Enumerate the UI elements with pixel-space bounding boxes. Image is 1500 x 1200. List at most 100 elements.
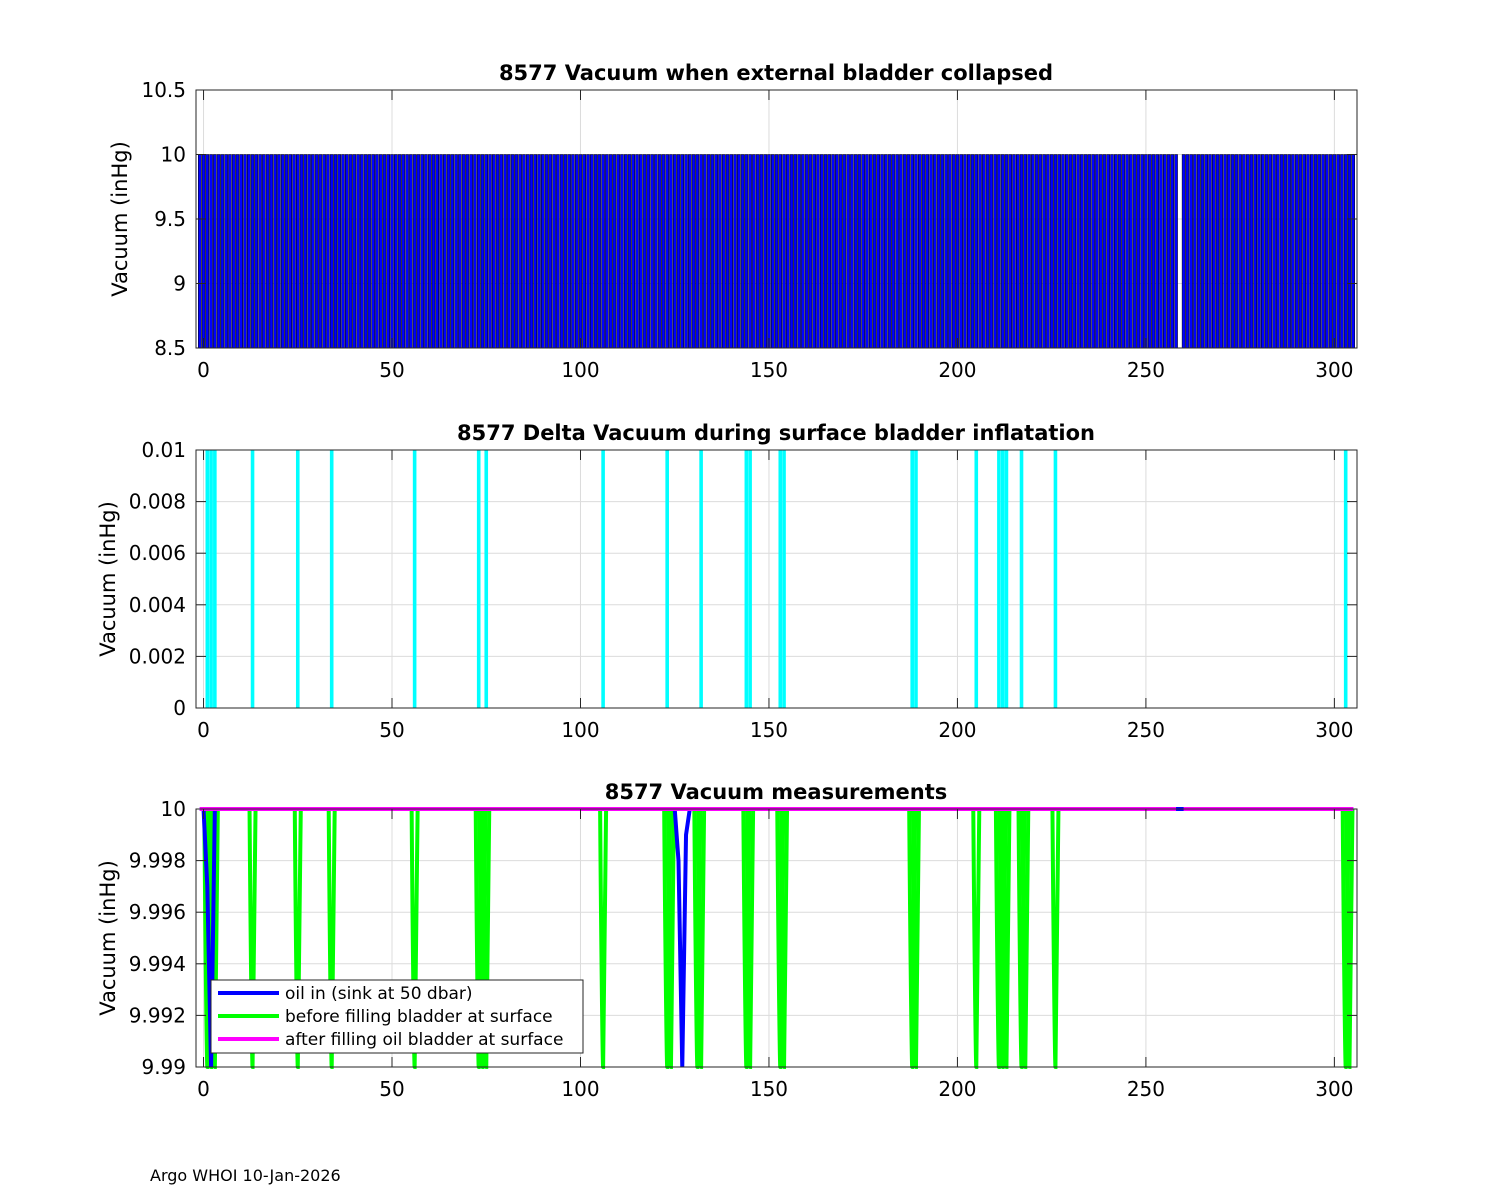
vacuum-bar — [1042, 154, 1046, 349]
vacuum-bar — [997, 154, 1001, 349]
delta-bar — [748, 450, 752, 708]
vacuum-bar — [1140, 154, 1144, 349]
vacuum-bar — [804, 154, 809, 349]
vacuum-bar — [899, 154, 903, 349]
vacuum-bar — [1249, 154, 1254, 349]
x-tick-label: 100 — [561, 1077, 599, 1101]
vacuum-bar — [1302, 154, 1306, 349]
vacuum-bar — [480, 154, 485, 349]
vacuum-bar — [277, 154, 281, 349]
vacuum-bar — [1068, 154, 1073, 349]
delta-bar — [484, 450, 489, 708]
chart-title: 8577 Vacuum when external bladder collap… — [499, 61, 1053, 85]
vacuum-bar — [963, 154, 967, 349]
vacuum-bar — [635, 154, 639, 349]
vacuum-bar — [559, 154, 564, 349]
delta-bar — [601, 450, 605, 708]
vacuum-bar — [680, 154, 685, 349]
vacuum-bar — [721, 154, 726, 349]
vacuum-bar — [250, 154, 255, 349]
vacuum-bar — [767, 154, 771, 349]
delta-bar — [744, 450, 749, 708]
delta-bar — [782, 450, 786, 708]
x-tick-label: 50 — [379, 1077, 404, 1101]
vacuum-bar — [966, 154, 971, 349]
vacuum-bar — [1132, 154, 1137, 349]
vacuum-bar — [729, 154, 734, 349]
vacuum-bar — [872, 154, 877, 349]
vacuum-bar — [514, 154, 519, 349]
legend-label-oil-in: oil in (sink at 50 dbar) — [285, 984, 473, 1004]
tick-marks: 0 50 100 150 200 250 300 0 0.002 0.004 0.006 0.008 0… — [129, 438, 1357, 742]
x-tick-label: 100 — [561, 718, 599, 742]
vacuum-bar — [1306, 154, 1310, 349]
vacuum-bar — [488, 154, 492, 349]
vacuum-bar — [857, 154, 862, 349]
vacuum-bar — [1283, 154, 1288, 349]
x-tick-label: 0 — [197, 1077, 210, 1101]
vacuum-bar — [1113, 154, 1118, 349]
vacuum-bar — [748, 154, 752, 349]
vacuum-bar — [1276, 154, 1280, 349]
vacuum-bar — [303, 154, 308, 349]
vacuum-bar — [231, 154, 236, 349]
vacuum-bar — [1268, 154, 1273, 349]
vacuum-bar — [235, 154, 240, 349]
y-tick-label: 10 — [161, 143, 186, 167]
vacuum-bar — [205, 154, 210, 349]
vacuum-bar — [454, 154, 458, 349]
y-axis-label: Vacuum (inHg) — [96, 860, 120, 1016]
x-tick-label: 150 — [750, 358, 788, 382]
vacuum-bar — [296, 154, 300, 349]
x-tick-label: 150 — [750, 718, 788, 742]
vacuum-bar — [1038, 154, 1043, 349]
vacuum-bar — [333, 154, 338, 349]
vacuum-bar — [356, 154, 360, 349]
vacuum-bar — [1238, 154, 1242, 349]
vacuum-bar — [1313, 154, 1318, 349]
delta-bar — [1004, 450, 1009, 708]
y-tick-label: 0 — [173, 696, 186, 720]
vacuum-bar — [597, 154, 602, 349]
vacuum-bar — [416, 154, 421, 349]
vacuum-bar — [850, 154, 854, 349]
vacuum-bar — [1336, 154, 1340, 349]
vacuum-bar — [1095, 154, 1099, 349]
vacuum-bar — [1064, 154, 1069, 349]
vacuum-bar — [608, 154, 613, 349]
vacuum-bar — [601, 154, 605, 349]
vacuum-bar — [936, 154, 941, 349]
x-tick-label: 0 — [197, 358, 210, 382]
vacuum-bar — [944, 154, 948, 349]
vacuum-bar — [439, 154, 443, 349]
vacuum-bar — [265, 154, 270, 349]
vacuum-bar — [239, 154, 243, 349]
legend-label-before-filling: before filling bladder at surface — [285, 1007, 553, 1027]
vacuum-bar — [819, 154, 824, 349]
vacuum-bar — [1046, 154, 1050, 349]
vacuum-bar — [345, 154, 349, 349]
vacuum-bar — [567, 154, 571, 349]
vacuum-bar — [1189, 154, 1193, 349]
vacuum-bar — [1181, 154, 1186, 349]
vacuum-bar — [1098, 154, 1103, 349]
vacuum-bar — [371, 154, 375, 349]
vacuum-bar — [507, 154, 511, 349]
vacuum-bar — [827, 154, 832, 349]
y-axis-label: Vacuum (inHg) — [96, 501, 120, 657]
vacuum-bar — [1294, 154, 1299, 349]
y-axis-label: Vacuum (inHg) — [108, 141, 132, 297]
vacuum-bar — [537, 154, 541, 349]
x-tick-label: 250 — [1127, 718, 1165, 742]
vacuum-bar — [484, 154, 489, 349]
vacuum-bar — [1072, 154, 1077, 349]
vacuum-bar — [1328, 154, 1333, 349]
vacuum-bar — [465, 154, 470, 349]
delta-bar — [699, 450, 703, 708]
vacuum-bar — [812, 154, 816, 349]
y-tick-label: 0.006 — [129, 541, 186, 565]
x-tick-label: 50 — [379, 718, 404, 742]
x-tick-label: 150 — [750, 1077, 788, 1101]
y-tick-label: 9.5 — [154, 207, 186, 231]
vacuum-bar — [1291, 154, 1295, 349]
